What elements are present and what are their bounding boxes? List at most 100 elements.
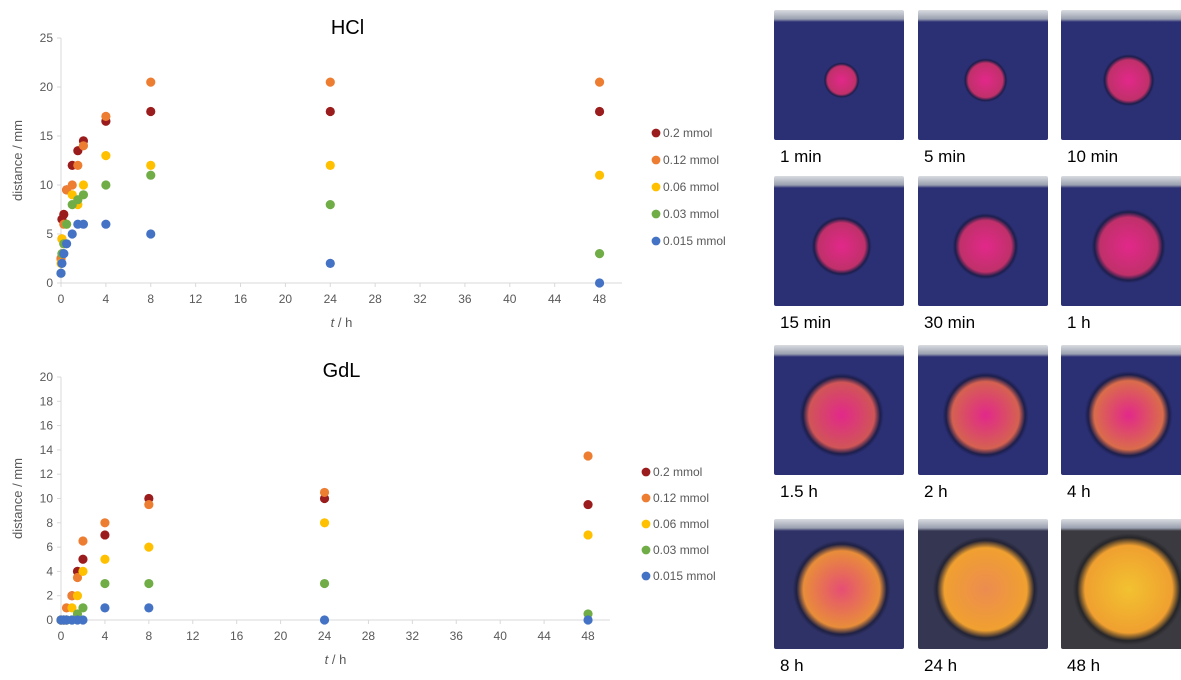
- x-tick-label: 16: [234, 292, 248, 306]
- x-tick-label: 28: [362, 629, 376, 643]
- x-tick-label: 24: [318, 629, 332, 643]
- photo-grid: 1 min 5 min 10 min 15 min 30 min 1 h 1.5 h 2 h 4…: [768, 0, 1181, 680]
- y-axis-label: distance / mm: [10, 458, 25, 539]
- series-0-015-mmol: [56, 219, 605, 288]
- data-point: [59, 209, 69, 219]
- data-point: [146, 170, 156, 180]
- x-tick-label: 44: [548, 292, 562, 306]
- data-point: [78, 615, 88, 625]
- x-tick-label: 4: [102, 629, 109, 643]
- data-point: [144, 499, 154, 510]
- legend-label: 0.2 mmol: [663, 126, 712, 140]
- data-point: [101, 180, 111, 190]
- photo-cell: 1.5 h: [768, 335, 904, 505]
- data-point: [144, 542, 154, 552]
- series-0-2-mmol: [56, 106, 605, 264]
- y-tick-label: 8: [46, 516, 53, 530]
- data-point: [67, 180, 77, 190]
- photo-cell: 4 h: [1055, 335, 1181, 505]
- data-point: [78, 219, 89, 229]
- y-tick-label: 12: [40, 467, 54, 481]
- series-0-015-mmol: [56, 603, 593, 625]
- legend-marker: [651, 236, 661, 246]
- x-tick-label: 4: [103, 292, 110, 306]
- x-tick-label: 12: [186, 629, 200, 643]
- data-point: [583, 451, 593, 461]
- x-axis-label-var: t: [331, 315, 336, 330]
- x-axis-label-unit: / h: [328, 652, 346, 667]
- data-point: [325, 200, 335, 210]
- legend-marker: [651, 155, 661, 165]
- x-tick-label: 32: [413, 292, 427, 306]
- photo-cell: 1 h: [1055, 166, 1181, 336]
- x-tick-label: 20: [274, 629, 288, 643]
- data-point: [57, 258, 67, 268]
- y-tick-label: 10: [40, 178, 54, 192]
- photo-cell: 30 min: [912, 166, 1048, 336]
- data-point: [146, 77, 156, 87]
- data-point: [62, 219, 72, 229]
- data-point: [594, 77, 605, 87]
- legend-label: 0.03 mmol: [653, 543, 709, 557]
- data-point: [146, 106, 156, 117]
- legend-label: 0.12 mmol: [653, 491, 709, 505]
- photo-caption: 8 h: [780, 656, 804, 675]
- data-point: [594, 249, 605, 259]
- data-point: [594, 170, 605, 180]
- y-tick-label: 14: [40, 443, 54, 457]
- data-point: [101, 151, 111, 161]
- chart-title: HCl: [331, 17, 364, 39]
- photo-cell: 2 h: [912, 335, 1048, 505]
- data-point: [146, 229, 156, 239]
- data-point: [594, 106, 605, 117]
- data-point: [67, 603, 77, 613]
- x-axis-label-var: t: [325, 652, 330, 667]
- data-point: [72, 572, 83, 583]
- x-tick-label: 44: [537, 629, 551, 643]
- photo-caption: 2 h: [924, 482, 948, 501]
- data-point: [100, 554, 110, 564]
- legend-label: 0.015 mmol: [653, 569, 716, 583]
- y-tick-label: 20: [40, 370, 54, 384]
- y-axis-label: distance / mm: [10, 120, 25, 201]
- data-point: [583, 530, 593, 540]
- data-point: [583, 499, 593, 510]
- data-point: [78, 554, 88, 564]
- data-point: [319, 518, 330, 528]
- data-point: [319, 578, 330, 589]
- data-point: [78, 536, 88, 546]
- series-0-2-mmol: [56, 493, 593, 625]
- data-point: [72, 591, 83, 601]
- legend-label: 0.06 mmol: [653, 517, 709, 531]
- legend: 0.2 mmol 0.12 mmol 0.06 mmol 0.03 mmol 0.015…: [641, 465, 716, 583]
- gel-photo: [918, 519, 1048, 649]
- x-tick-label: 32: [406, 629, 420, 643]
- series-0-12-mmol: [56, 451, 593, 625]
- data-point: [594, 278, 605, 288]
- photo-caption: 30 min: [924, 313, 976, 332]
- legend-label: 0.06 mmol: [663, 180, 719, 194]
- photo-caption: 48 h: [1067, 656, 1101, 675]
- photo-caption: 15 min: [780, 313, 832, 332]
- gel-photo: [918, 176, 1048, 306]
- x-tick-label: 48: [581, 629, 595, 643]
- x-tick-label: 40: [494, 629, 508, 643]
- data-point: [325, 258, 335, 268]
- legend-marker: [641, 493, 651, 503]
- x-tick-label: 24: [324, 292, 338, 306]
- data-point: [100, 603, 110, 613]
- y-tick-label: 16: [40, 419, 54, 433]
- x-tick-label: 48: [593, 292, 607, 306]
- photo-caption: 1 min: [780, 147, 822, 166]
- gel-photo: [774, 10, 904, 140]
- data-point: [56, 268, 66, 278]
- y-tick-label: 25: [40, 31, 54, 45]
- legend-marker: [651, 182, 661, 192]
- photo-cell: 24 h: [912, 509, 1048, 679]
- y-tick-label: 0: [46, 276, 53, 290]
- x-tick-label: 36: [458, 292, 472, 306]
- legend-marker: [651, 209, 661, 219]
- chart-title: GdL: [323, 360, 361, 382]
